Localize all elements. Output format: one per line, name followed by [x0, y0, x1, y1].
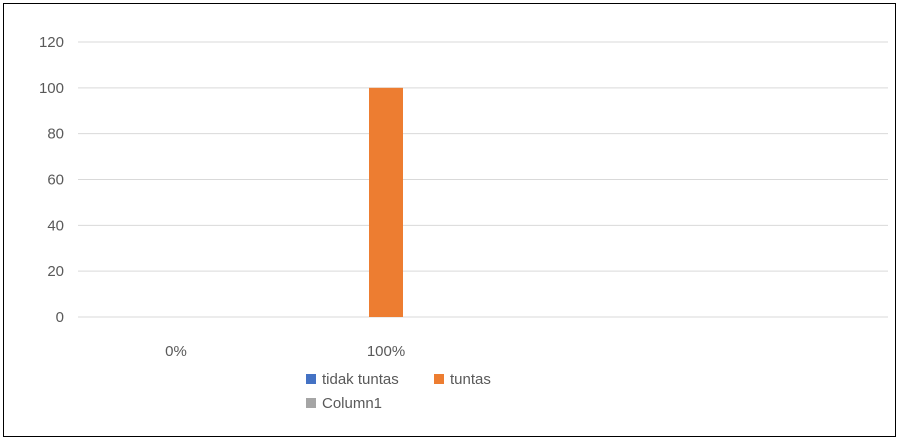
- chart-frame: [3, 3, 896, 437]
- y-tick-label: 40: [47, 217, 64, 234]
- legend-swatch: [306, 374, 316, 384]
- legend-swatch: [434, 374, 444, 384]
- y-tick-label: 120: [39, 34, 64, 51]
- bars: [369, 87, 403, 317]
- legend-label: Column1: [322, 395, 382, 412]
- legend: tidak tuntas tuntas Column1: [306, 371, 491, 412]
- y-tick-label: 60: [47, 172, 64, 189]
- gridlines: [78, 41, 888, 318]
- y-tick-label: 0: [56, 309, 64, 326]
- y-tick-label: 20: [47, 263, 64, 280]
- x-tick-label: 100%: [367, 343, 405, 360]
- legend-label: tidak tuntas: [322, 371, 399, 388]
- bar-tuntas-1: [369, 87, 403, 317]
- legend-item-Column1: Column1: [306, 395, 382, 412]
- legend-label: tuntas: [450, 371, 491, 388]
- x-axis-ticks: 0% 100%: [165, 343, 405, 360]
- legend-swatch: [306, 398, 316, 408]
- y-tick-label: 80: [47, 126, 64, 143]
- legend-item-tuntas: tuntas: [434, 371, 491, 388]
- x-tick-label: 0%: [165, 343, 187, 360]
- y-axis-ticks: 0 20 40 60 80 100 120: [39, 34, 64, 326]
- legend-item-tidak-tuntas: tidak tuntas: [306, 371, 399, 388]
- y-tick-label: 100: [39, 80, 64, 97]
